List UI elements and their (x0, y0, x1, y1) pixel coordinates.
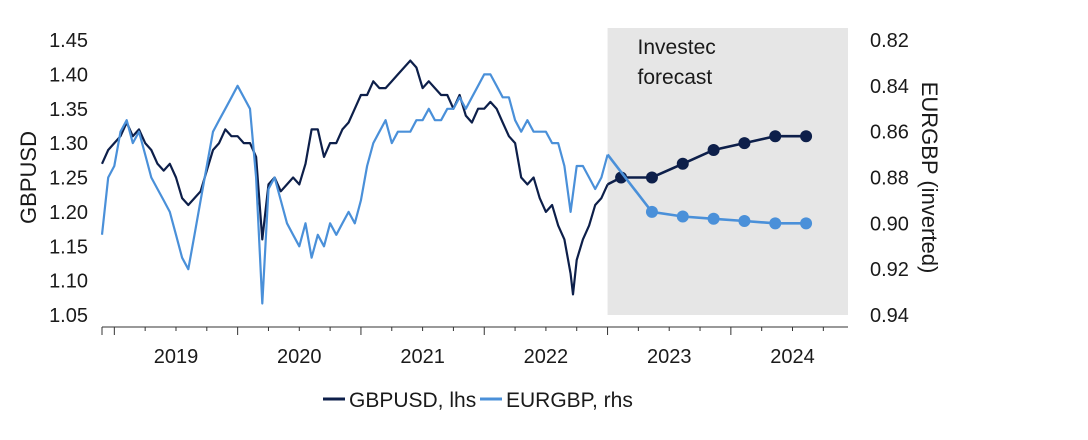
left-tick-label: 1.35 (49, 99, 88, 121)
forecast-point-eurgbp (800, 217, 813, 230)
series-line-gbpusd-history (100, 59, 609, 296)
x-axis: 2019 2020 2021 2022 2023 2024 (101, 326, 848, 368)
x-tick-label: 2020 (277, 346, 322, 368)
legend: GBPUSD, lhs EURGBP, rhs (323, 389, 633, 412)
x-tick-label: 2022 (524, 346, 569, 368)
left-tick-label: 1.40 (49, 64, 88, 86)
left-tick-label: 1.05 (49, 305, 88, 327)
forecast-point-gbpusd (769, 130, 782, 143)
x-tick-label: 2021 (400, 346, 445, 368)
forecast-point-eurgbp (645, 205, 658, 218)
right-tick-label: 0.88 (870, 168, 909, 190)
forecast-region (607, 28, 848, 315)
forecast-point-eurgbp (738, 215, 751, 228)
right-tick-label: 0.90 (870, 213, 909, 235)
forecast-point-gbpusd (738, 137, 751, 150)
legend-label-gbpusd: GBPUSD, lhs (349, 389, 476, 412)
left-tick-label: 1.20 (49, 202, 88, 224)
right-tick-label: 0.84 (870, 76, 909, 98)
left-tick-label: 1.10 (49, 271, 88, 293)
left-axis-ticks: 1.05 1.10 1.15 1.20 1.25 1.30 1.35 1.40 1.45 (49, 30, 88, 327)
x-tick-label: 2019 (154, 346, 199, 368)
series-layer (100, 59, 813, 305)
series-line-eurgbp-history (100, 73, 609, 305)
left-axis-title: GBPUSD (16, 131, 41, 224)
right-tick-label: 0.82 (870, 30, 909, 52)
legend-label-eurgbp: EURGBP, rhs (506, 389, 633, 412)
right-tick-label: 0.92 (870, 259, 909, 281)
right-axis-title: EURGBP (inverted) (917, 82, 942, 274)
left-tick-label: 1.15 (49, 236, 88, 258)
left-tick-label: 1.25 (49, 168, 88, 190)
right-tick-label: 0.86 (870, 122, 909, 144)
right-axis-ticks: 0.82 0.84 0.86 0.88 0.90 0.92 0.94 (870, 30, 909, 327)
left-tick-label: 1.45 (49, 30, 88, 52)
forecast-point-gbpusd (800, 130, 813, 143)
forecast-point-eurgbp (676, 210, 689, 223)
right-tick-label: 0.94 (870, 305, 909, 327)
left-tick-label: 1.30 (49, 133, 88, 155)
forecast-point-eurgbp (769, 217, 782, 230)
forecast-annotation-line1: Investec (638, 36, 716, 59)
forecast-point-gbpusd (676, 157, 689, 170)
x-tick-label: 2024 (770, 346, 815, 368)
forecast-point-eurgbp (707, 212, 720, 225)
forecast-point-gbpusd (645, 171, 658, 184)
x-tick-label: 2023 (647, 346, 692, 368)
forecast-point-gbpusd (707, 144, 720, 156)
forecast-annotation-line2: forecast (638, 66, 713, 89)
